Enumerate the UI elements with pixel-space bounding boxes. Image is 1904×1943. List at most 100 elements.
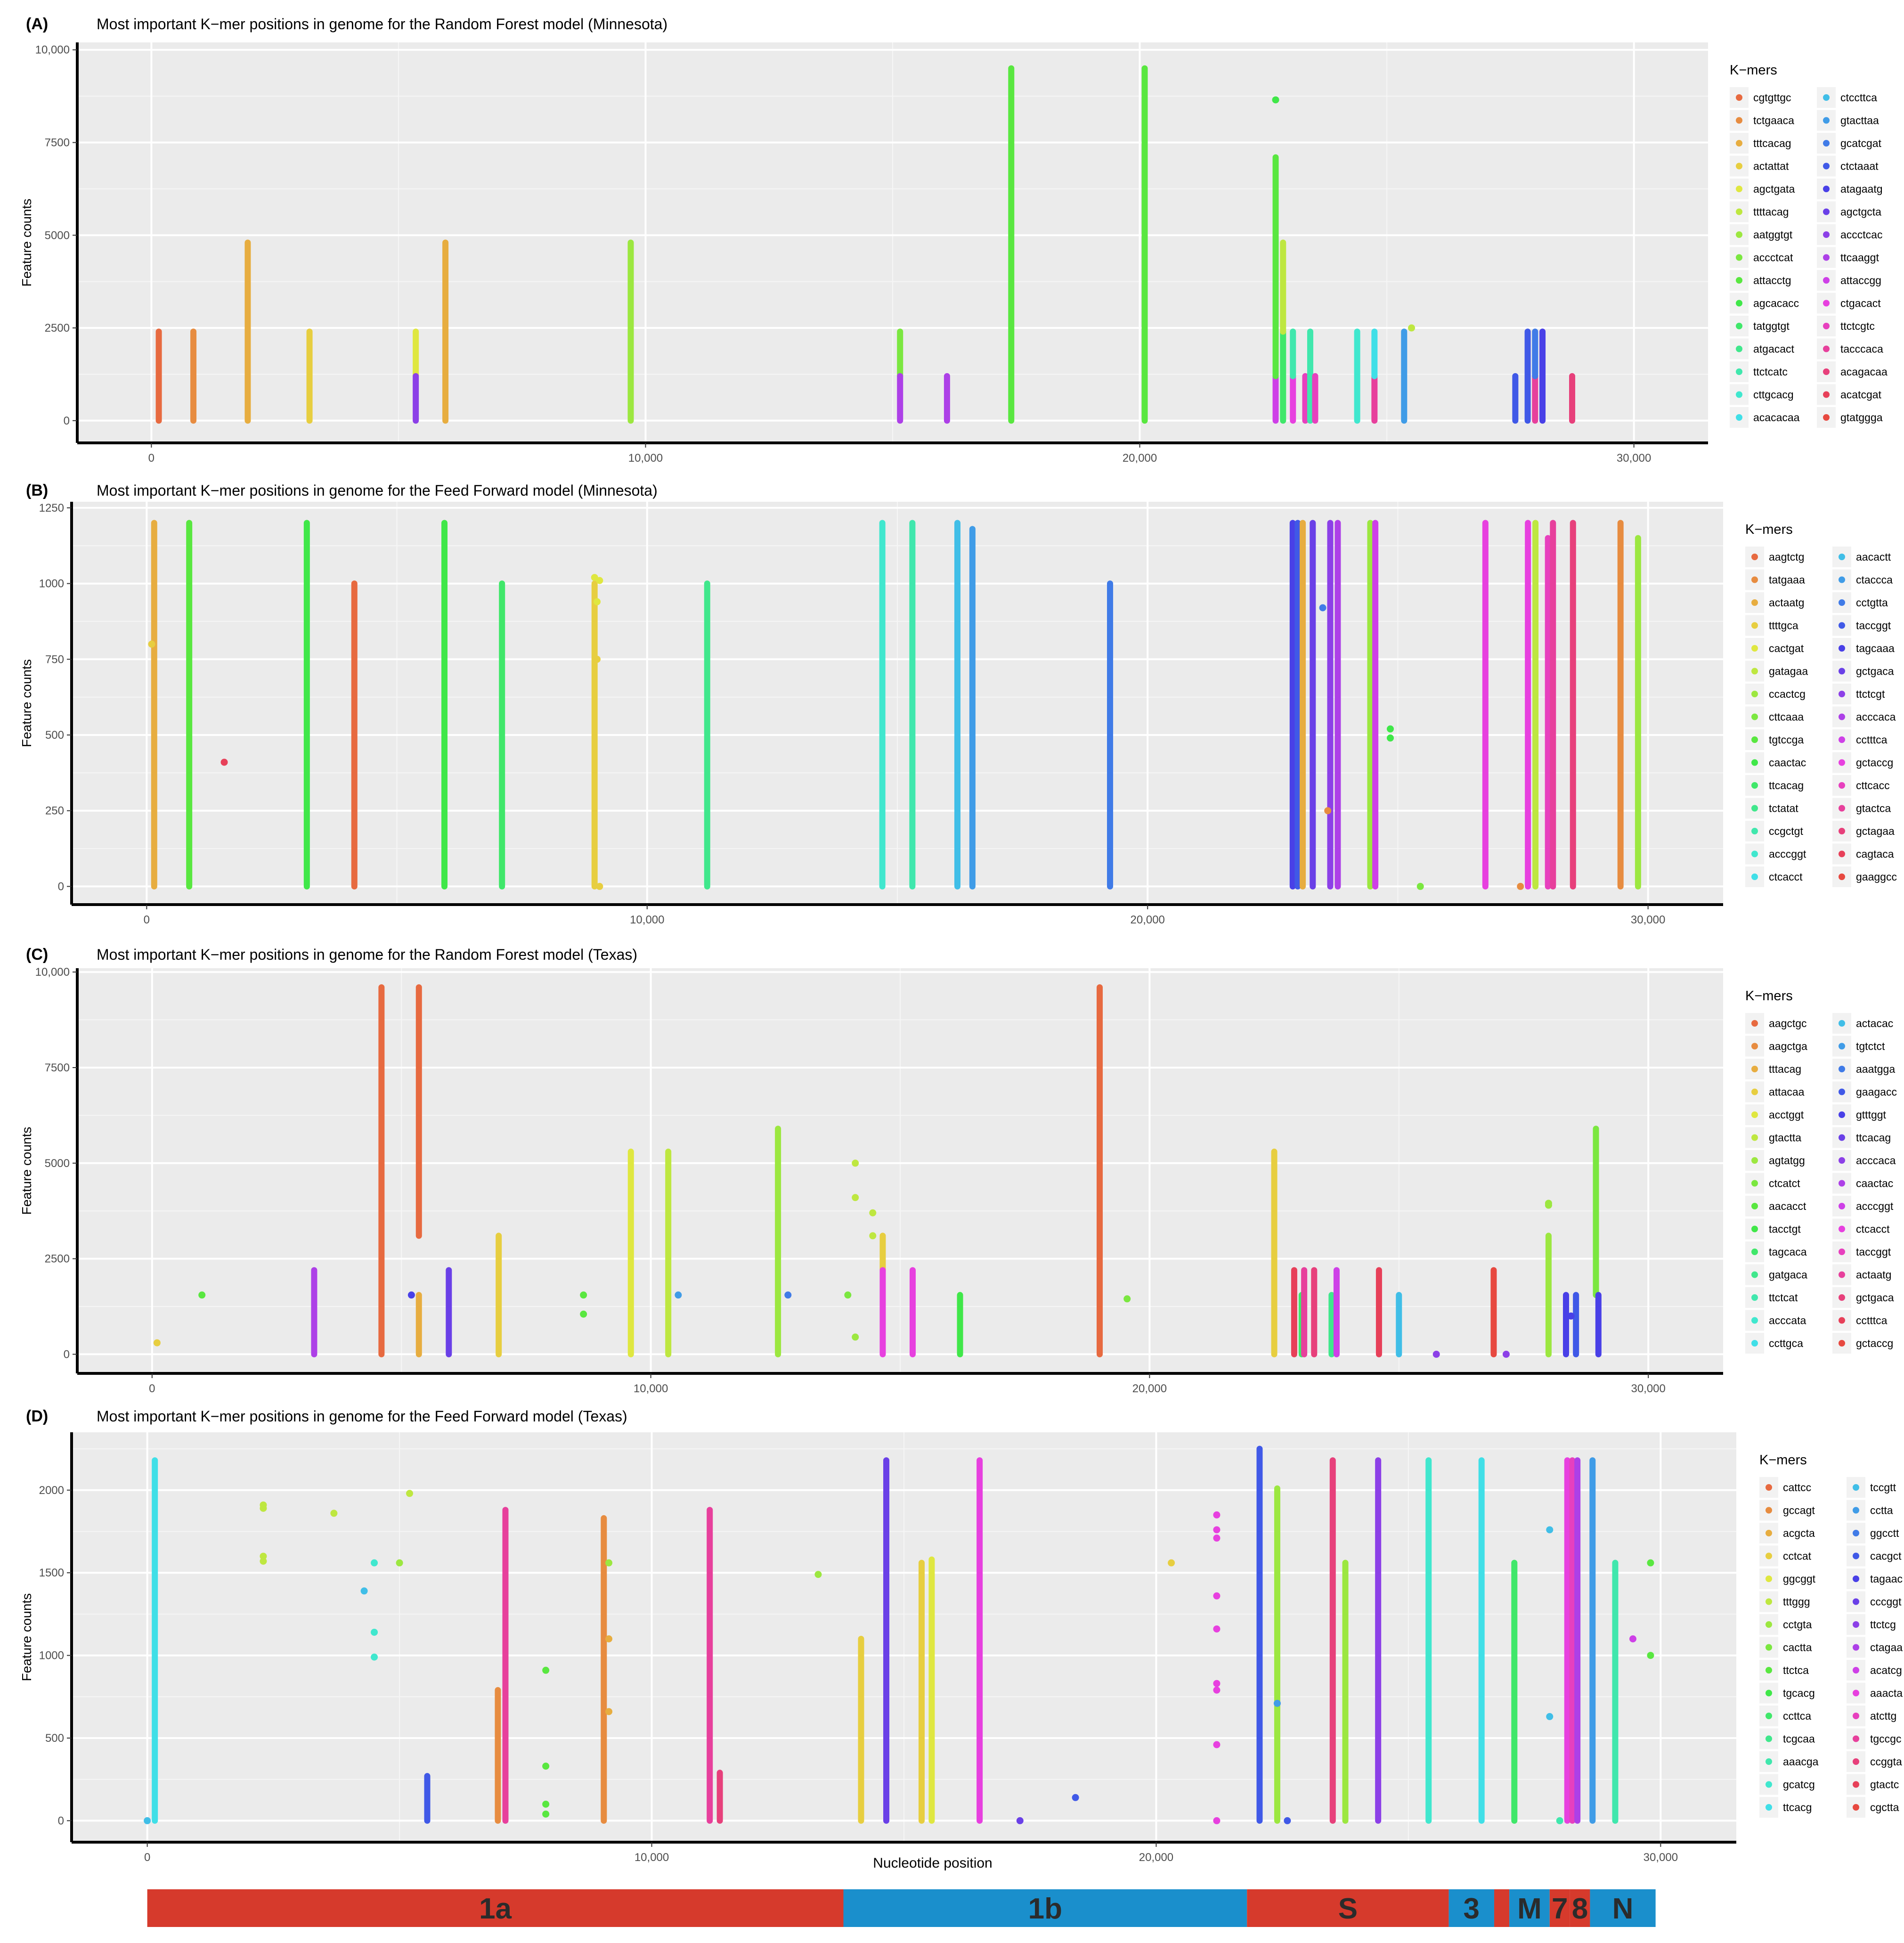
legend-entry: gctaccg xyxy=(1856,757,1893,769)
legend-entry: cattcc xyxy=(1783,1481,1811,1494)
legend-swatch xyxy=(1751,1020,1758,1027)
y-tick-label: 5000 xyxy=(45,229,70,242)
genome-segment xyxy=(1448,1889,1494,1927)
legend-entry: ttcaaggt xyxy=(1840,252,1879,264)
legend-swatch xyxy=(1751,554,1758,560)
chart-title: Most important K−mer positions in genome… xyxy=(97,482,658,499)
data-marks xyxy=(148,520,1641,890)
legend-swatch xyxy=(1736,140,1742,147)
kmer-point xyxy=(260,1552,267,1560)
legend-entry: ttcacag xyxy=(1769,779,1804,792)
legend-swatch xyxy=(1823,277,1830,284)
legend-swatch xyxy=(1736,231,1742,238)
chart-panel-4: (D) Most important K−mer positions in gen… xyxy=(19,1407,1903,1864)
kmer-point xyxy=(1408,324,1416,332)
legend-swatch xyxy=(1839,1317,1845,1324)
legend-entry: ctaccca xyxy=(1856,574,1893,586)
legend-swatch xyxy=(1839,1340,1845,1347)
legend-entry: agctgata xyxy=(1753,183,1795,195)
legend-swatch xyxy=(1839,759,1845,766)
legend-entry: gcatcg xyxy=(1783,1779,1815,1791)
x-tick-label: 10,000 xyxy=(634,1382,668,1395)
kmer-point xyxy=(144,1817,151,1824)
kmer-point xyxy=(1273,1699,1281,1707)
legend-swatch xyxy=(1839,1066,1845,1072)
kmer-point xyxy=(814,1571,822,1578)
legend-entry: gctagaa xyxy=(1856,825,1895,837)
legend-swatch xyxy=(1823,231,1830,238)
legend-swatch xyxy=(1823,414,1830,421)
legend-entry: acccggt xyxy=(1769,848,1806,860)
legend-swatch xyxy=(1839,599,1845,606)
legend-entry: gtatggga xyxy=(1840,411,1883,424)
legend-entry: gctgaca xyxy=(1856,665,1894,678)
legend-swatch xyxy=(1736,208,1742,215)
legend-entry: ttctcgtc xyxy=(1840,320,1875,332)
panel-letter: (B) xyxy=(26,482,48,499)
kmer-point xyxy=(580,1310,587,1318)
y-axis-label: Feature counts xyxy=(19,199,34,287)
kmer-point xyxy=(1016,1817,1024,1824)
legend-swatch xyxy=(1736,254,1742,261)
kmer-point xyxy=(1647,1559,1654,1567)
legend-swatch xyxy=(1766,1552,1772,1559)
legend-entry: cagtaca xyxy=(1856,848,1894,860)
legend-entry: cctttca xyxy=(1856,1314,1888,1327)
legend-swatch xyxy=(1853,1690,1859,1697)
legend-swatch xyxy=(1766,1804,1772,1811)
legend-entry: ctcacct xyxy=(1856,1223,1890,1235)
legend-entry: agcacacc xyxy=(1753,297,1799,310)
legend-entry: accctcat xyxy=(1753,252,1793,264)
kmer-point xyxy=(260,1558,267,1565)
legend-swatch xyxy=(1766,1758,1772,1765)
legend-entry: ggcggt xyxy=(1783,1573,1816,1585)
kmer-point xyxy=(605,1559,613,1567)
genome-segment xyxy=(843,1889,1247,1927)
legend-entry: agctgcta xyxy=(1840,206,1881,218)
legend-entry: cacgct xyxy=(1870,1550,1902,1562)
legend-entry: gccagt xyxy=(1783,1504,1815,1517)
legend-swatch xyxy=(1736,323,1742,329)
x-tick-label: 10,000 xyxy=(628,452,663,465)
kmer-point xyxy=(1213,1592,1221,1600)
y-tick-label: 250 xyxy=(45,805,64,817)
legend-entry: gtacttaa xyxy=(1840,114,1879,127)
y-axis-label: Feature counts xyxy=(19,1593,34,1682)
legend-entry: ctagaa xyxy=(1870,1641,1903,1654)
genome-segment xyxy=(1549,1889,1570,1927)
legend-swatch xyxy=(1839,668,1845,675)
legend-entry: gtactca xyxy=(1856,802,1891,815)
data-marks xyxy=(153,984,1602,1358)
legend-swatch xyxy=(1751,1088,1758,1095)
legend-swatch xyxy=(1853,1576,1859,1582)
kmer-point xyxy=(1647,1652,1654,1659)
legend-swatch xyxy=(1839,1111,1845,1118)
legend-swatch xyxy=(1853,1713,1859,1719)
legend-swatch xyxy=(1766,1530,1772,1536)
legend-swatch xyxy=(1751,759,1758,766)
legend-swatch xyxy=(1853,1781,1859,1788)
genome-segment xyxy=(147,1889,844,1927)
legend-entry: ttttgca xyxy=(1769,620,1798,632)
kmer-point xyxy=(371,1559,378,1567)
legend-entry: tttacag xyxy=(1769,1063,1801,1075)
legend-swatch xyxy=(1736,300,1742,307)
data-marks xyxy=(144,1445,1654,1824)
legend-entry: tgccgc xyxy=(1870,1733,1901,1745)
legend-swatch xyxy=(1823,345,1830,352)
legend-swatch xyxy=(1823,117,1830,124)
genome-segment xyxy=(1494,1889,1510,1927)
legend-entry: cttgcacg xyxy=(1753,389,1794,401)
legend-entry: ccttgca xyxy=(1769,1337,1803,1349)
legend-entry: acccggt xyxy=(1856,1200,1894,1212)
legend-entry: ctcacct xyxy=(1769,871,1803,883)
legend-swatch xyxy=(1736,186,1742,192)
legend-entry: ttttacag xyxy=(1753,206,1789,218)
legend-swatch xyxy=(1751,645,1758,652)
kmer-point xyxy=(1416,882,1424,890)
kmer-point xyxy=(198,1291,206,1299)
legend-entry: attacaa xyxy=(1769,1086,1805,1098)
legend-swatch xyxy=(1823,94,1830,101)
x-tick-label: 30,000 xyxy=(1617,452,1651,465)
legend-entry: attaccgg xyxy=(1840,274,1881,286)
